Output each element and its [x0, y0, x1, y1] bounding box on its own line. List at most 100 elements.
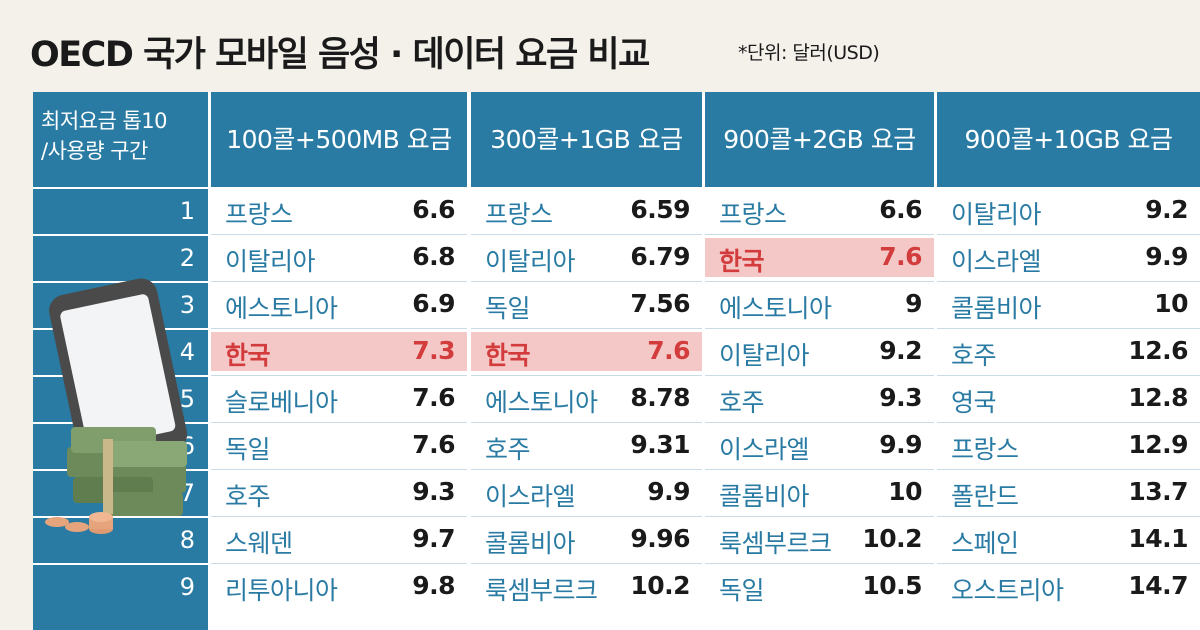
- country-name: 프랑스: [951, 435, 1019, 464]
- table-cell: 에스토니아 9: [705, 281, 934, 328]
- row-divider: [705, 234, 934, 235]
- country-name: 콜롬비아: [719, 482, 810, 511]
- column-separator: [934, 92, 937, 630]
- row-divider: [211, 422, 467, 423]
- country-name: 룩셈부르크: [485, 576, 598, 605]
- table-cell-highlight: 한국 7.6: [471, 328, 702, 375]
- rank-header-line-2: /사용량 구간: [41, 139, 148, 163]
- phone-and-money-illustration: [45, 278, 188, 534]
- rate-value: 7.6: [412, 430, 455, 459]
- rate-value: 9.8: [412, 571, 455, 600]
- table-cell: 이탈리아 6.8: [211, 234, 467, 281]
- rate-value: 7.56: [630, 289, 690, 318]
- row-divider: [705, 469, 934, 470]
- rank-number: 8: [179, 526, 195, 554]
- country-name: 에스토니아: [225, 294, 338, 323]
- table-cell: 이스라엘 9.9: [705, 422, 934, 469]
- row-divider: [937, 516, 1200, 517]
- table-cell: 호주 9.3: [705, 375, 934, 422]
- rate-value: 8.78: [630, 383, 690, 412]
- row-divider: [211, 469, 467, 470]
- rank-divider: [33, 516, 209, 518]
- country-name: 독일: [485, 294, 531, 323]
- rate-value: 9.2: [879, 336, 922, 365]
- rate-value: 10.2: [862, 524, 922, 553]
- rate-value: 6.8: [412, 242, 455, 271]
- country-name: 슬로베니아: [225, 388, 338, 417]
- row-divider: [937, 234, 1200, 235]
- country-name: 스웨덴: [225, 529, 293, 558]
- rate-value: 12.9: [1128, 430, 1188, 459]
- rank-divider: [33, 187, 209, 189]
- coins-icon: [45, 512, 113, 534]
- country-name: 이스라엘: [951, 247, 1042, 276]
- row-divider: [937, 281, 1200, 282]
- row-divider: [471, 422, 702, 423]
- rate-value: 9.96: [630, 524, 690, 553]
- rate-value: 6.9: [412, 289, 455, 318]
- row-divider: [705, 281, 934, 282]
- row-divider: [211, 375, 467, 376]
- rank-header-line-1: 최저요금 톱10: [41, 109, 168, 133]
- country-name: 한국: [225, 341, 271, 370]
- rank-number: 5: [179, 385, 195, 413]
- rate-value: 6.79: [630, 242, 690, 271]
- row-divider: [471, 281, 702, 282]
- table-cell: 독일 7.6: [211, 422, 467, 469]
- row-divider: [937, 328, 1200, 329]
- country-name: 이탈리아: [951, 200, 1042, 229]
- column-header: 300콜+1GB 요금: [471, 92, 702, 187]
- row-divider: [211, 234, 467, 235]
- unit-note: *단위: 달러(USD): [738, 42, 880, 64]
- rate-value: 6.6: [412, 195, 455, 224]
- table-cell: 프랑스 6.59: [471, 187, 702, 234]
- row-divider: [471, 563, 702, 564]
- rate-value: 13.7: [1128, 477, 1188, 506]
- country-name: 룩셈부르크: [719, 529, 832, 558]
- country-name: 한국: [719, 247, 765, 276]
- smartphone-icon: [49, 278, 188, 467]
- country-name: 콜롬비아: [951, 294, 1042, 323]
- rate-value: 12.6: [1128, 336, 1188, 365]
- table-cell: 호주 9.3: [211, 469, 467, 516]
- row-divider: [211, 516, 467, 517]
- row-divider: [705, 375, 934, 376]
- country-name: 독일: [225, 435, 271, 464]
- rate-value: 14.7: [1128, 571, 1188, 600]
- column-separator: [468, 92, 471, 630]
- table-cell: 이탈리아 9.2: [937, 187, 1200, 234]
- country-name: 이탈리아: [225, 247, 316, 276]
- country-name: 영국: [951, 388, 997, 417]
- country-name: 프랑스: [485, 200, 553, 229]
- column-header: 100콜+500MB 요금: [211, 92, 467, 187]
- table-cell: 룩셈부르크 10.2: [705, 516, 934, 563]
- row-divider: [705, 516, 934, 517]
- rate-value: 10: [1154, 289, 1188, 318]
- table-cell: 콜롬비아 9.96: [471, 516, 702, 563]
- row-divider: [471, 234, 702, 235]
- row-divider: [705, 422, 934, 423]
- table-cell: 폴란드 13.7: [937, 469, 1200, 516]
- rate-value: 7.6: [647, 336, 690, 365]
- country-name: 오스트리아: [951, 576, 1064, 605]
- row-divider: [211, 328, 467, 329]
- rate-value: 9.9: [879, 430, 922, 459]
- row-divider: [705, 563, 934, 564]
- country-name: 콜롬비아: [485, 529, 576, 558]
- row-divider: [471, 328, 702, 329]
- rate-value: 7.6: [879, 242, 922, 271]
- rate-value: 12.8: [1128, 383, 1188, 412]
- row-divider: [937, 469, 1200, 470]
- country-name: 호주: [485, 435, 531, 464]
- table-cell: 이탈리아 9.2: [705, 328, 934, 375]
- row-divider: [471, 516, 702, 517]
- country-name: 에스토니아: [485, 388, 598, 417]
- table-cell: 프랑스 12.9: [937, 422, 1200, 469]
- country-name: 호주: [951, 341, 997, 370]
- money-stack-icon: [67, 427, 187, 516]
- country-name: 이스라엘: [719, 435, 810, 464]
- rate-value: 9.9: [1145, 242, 1188, 271]
- rate-value: 7.3: [412, 336, 455, 365]
- highlight-background: [211, 332, 467, 371]
